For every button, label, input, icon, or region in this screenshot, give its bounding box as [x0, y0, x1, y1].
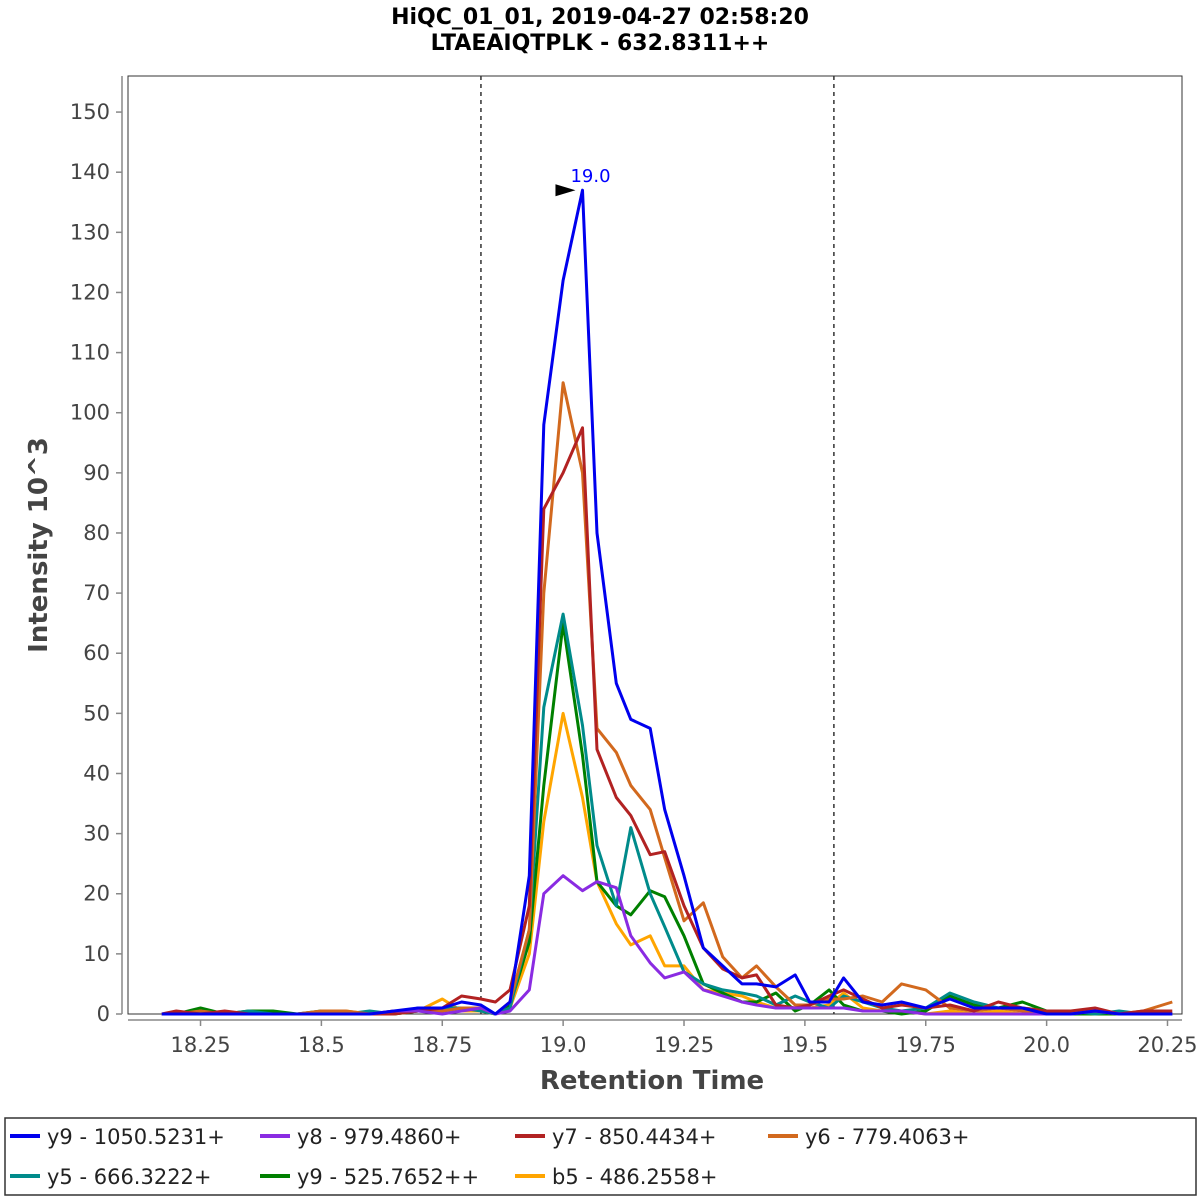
y-tick-label: 110	[70, 341, 110, 365]
x-tick-label: 20.25	[1137, 1033, 1197, 1057]
x-tick-label: 19.75	[896, 1033, 956, 1057]
y-tick-label: 20	[83, 882, 110, 906]
y-tick-label: 50	[83, 701, 110, 725]
series-line	[161, 188, 1173, 1016]
legend-entry: y5 - 666.3222+	[47, 1165, 212, 1189]
legend-entry: y9 - 525.7652++	[297, 1165, 479, 1189]
y-axis: 0 10 20 30 40 50 60 70 80 90 100 110 120 130 140 150	[70, 76, 123, 1026]
y-tick-label: 0	[97, 1002, 110, 1026]
series-lines	[161, 188, 1173, 1016]
y-tick-label: 70	[83, 581, 110, 605]
y-tick-label: 40	[83, 761, 110, 785]
x-axis-label: Retention Time	[540, 1066, 764, 1096]
x-tick-label: 20.0	[1023, 1033, 1070, 1057]
y-tick-label: 60	[83, 641, 110, 665]
y-tick-label: 80	[83, 521, 110, 545]
y-tick-label: 130	[70, 220, 110, 244]
x-tick-label: 18.75	[412, 1033, 472, 1057]
x-tick-label: 18.5	[298, 1033, 345, 1057]
y-tick-label: 10	[83, 942, 110, 966]
x-tick-label: 19.0	[540, 1033, 587, 1057]
y-tick-label: 150	[70, 100, 110, 124]
legend-entry: y9 - 1050.5231+	[47, 1125, 225, 1149]
chart-title: HiQC_01_01, 2019-04-27 02:58:20	[391, 5, 809, 30]
peak-arrow	[555, 184, 576, 197]
legend-entry: b5 - 486.2558+	[552, 1165, 717, 1189]
y-tick-label: 90	[83, 461, 110, 485]
plot-area	[127, 75, 1183, 1015]
chart-subtitle: LTAEAIQTPLK - 632.8311++	[431, 31, 770, 56]
y-axis-label: Intensity 10^3	[24, 437, 54, 653]
x-tick-label: 19.5	[781, 1033, 828, 1057]
legend: y9 - 1050.5231+ y8 - 979.4860+ y7 - 850.44…	[10, 1125, 970, 1189]
legend-box	[4, 1117, 1197, 1196]
y-tick-label: 30	[83, 822, 110, 846]
legend-entry: y6 - 779.4063+	[805, 1125, 970, 1149]
y-tick-label: 120	[70, 280, 110, 304]
peak-annotation: 19.0	[555, 166, 611, 197]
x-tick-label: 19.25	[654, 1033, 714, 1057]
y-tick-label: 140	[70, 160, 110, 184]
x-axis: 18.25 18.5 18.75 19.0 19.25 19.5 19.75 20.0 20.2…	[128, 1019, 1198, 1057]
peak-label: 19.0	[570, 166, 610, 187]
legend-entry: y7 - 850.4434+	[552, 1125, 717, 1149]
y-tick-label: 100	[70, 401, 110, 425]
legend-entry: y8 - 979.4860+	[297, 1125, 462, 1149]
x-tick-label: 18.25	[170, 1033, 230, 1057]
